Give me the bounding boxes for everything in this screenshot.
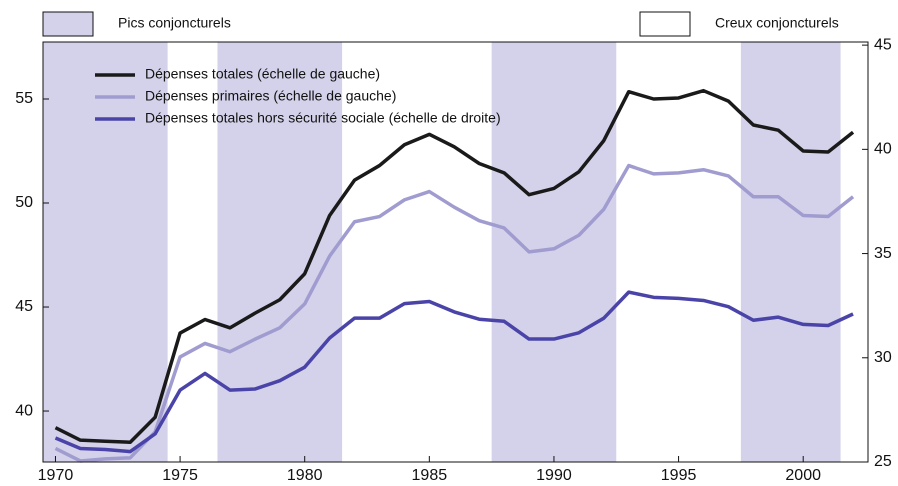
shaded-legend-label: Pics conjoncturels [118,15,231,31]
legend-label: Dépenses totales (échelle de gauche) [145,66,380,82]
x-tick-label: 1980 [287,467,323,484]
x-tick-label: 1990 [536,467,572,484]
shaded-legend-swatch [42,11,94,37]
y2-tick-label: 30 [874,349,892,366]
series-line [54,88,855,444]
unshaded-legend-swatch [639,11,691,37]
y2-tick-label: 35 [874,245,892,262]
legend-label: Dépenses totales hors sécurité sociale (… [145,110,501,126]
y-tick-label: 40 [15,402,33,419]
shaded-period [491,42,617,462]
x-tick-label: 2000 [785,467,821,484]
y-tick-label: 50 [15,194,33,211]
y2-tick-label: 45 [874,36,892,53]
plot-frame [42,41,869,463]
shaded-period [217,42,343,462]
shaded-period [43,42,168,462]
x-tick-label: 1970 [38,467,74,484]
series-line [54,290,854,454]
series-line [54,163,855,463]
y-tick-label: 55 [15,90,33,107]
y2-tick-label: 40 [874,141,892,158]
x-tick-label: 1995 [661,467,697,484]
y-tick-label: 45 [15,298,33,315]
legend-label: Dépenses primaires (échelle de gauche) [145,88,396,104]
x-tick-label: 1975 [162,467,198,484]
shaded-period [740,42,841,462]
x-tick-label: 1985 [412,467,448,484]
y2-tick-label: 25 [874,453,892,470]
unshaded-legend-label: Creux conjoncturels [715,15,839,31]
